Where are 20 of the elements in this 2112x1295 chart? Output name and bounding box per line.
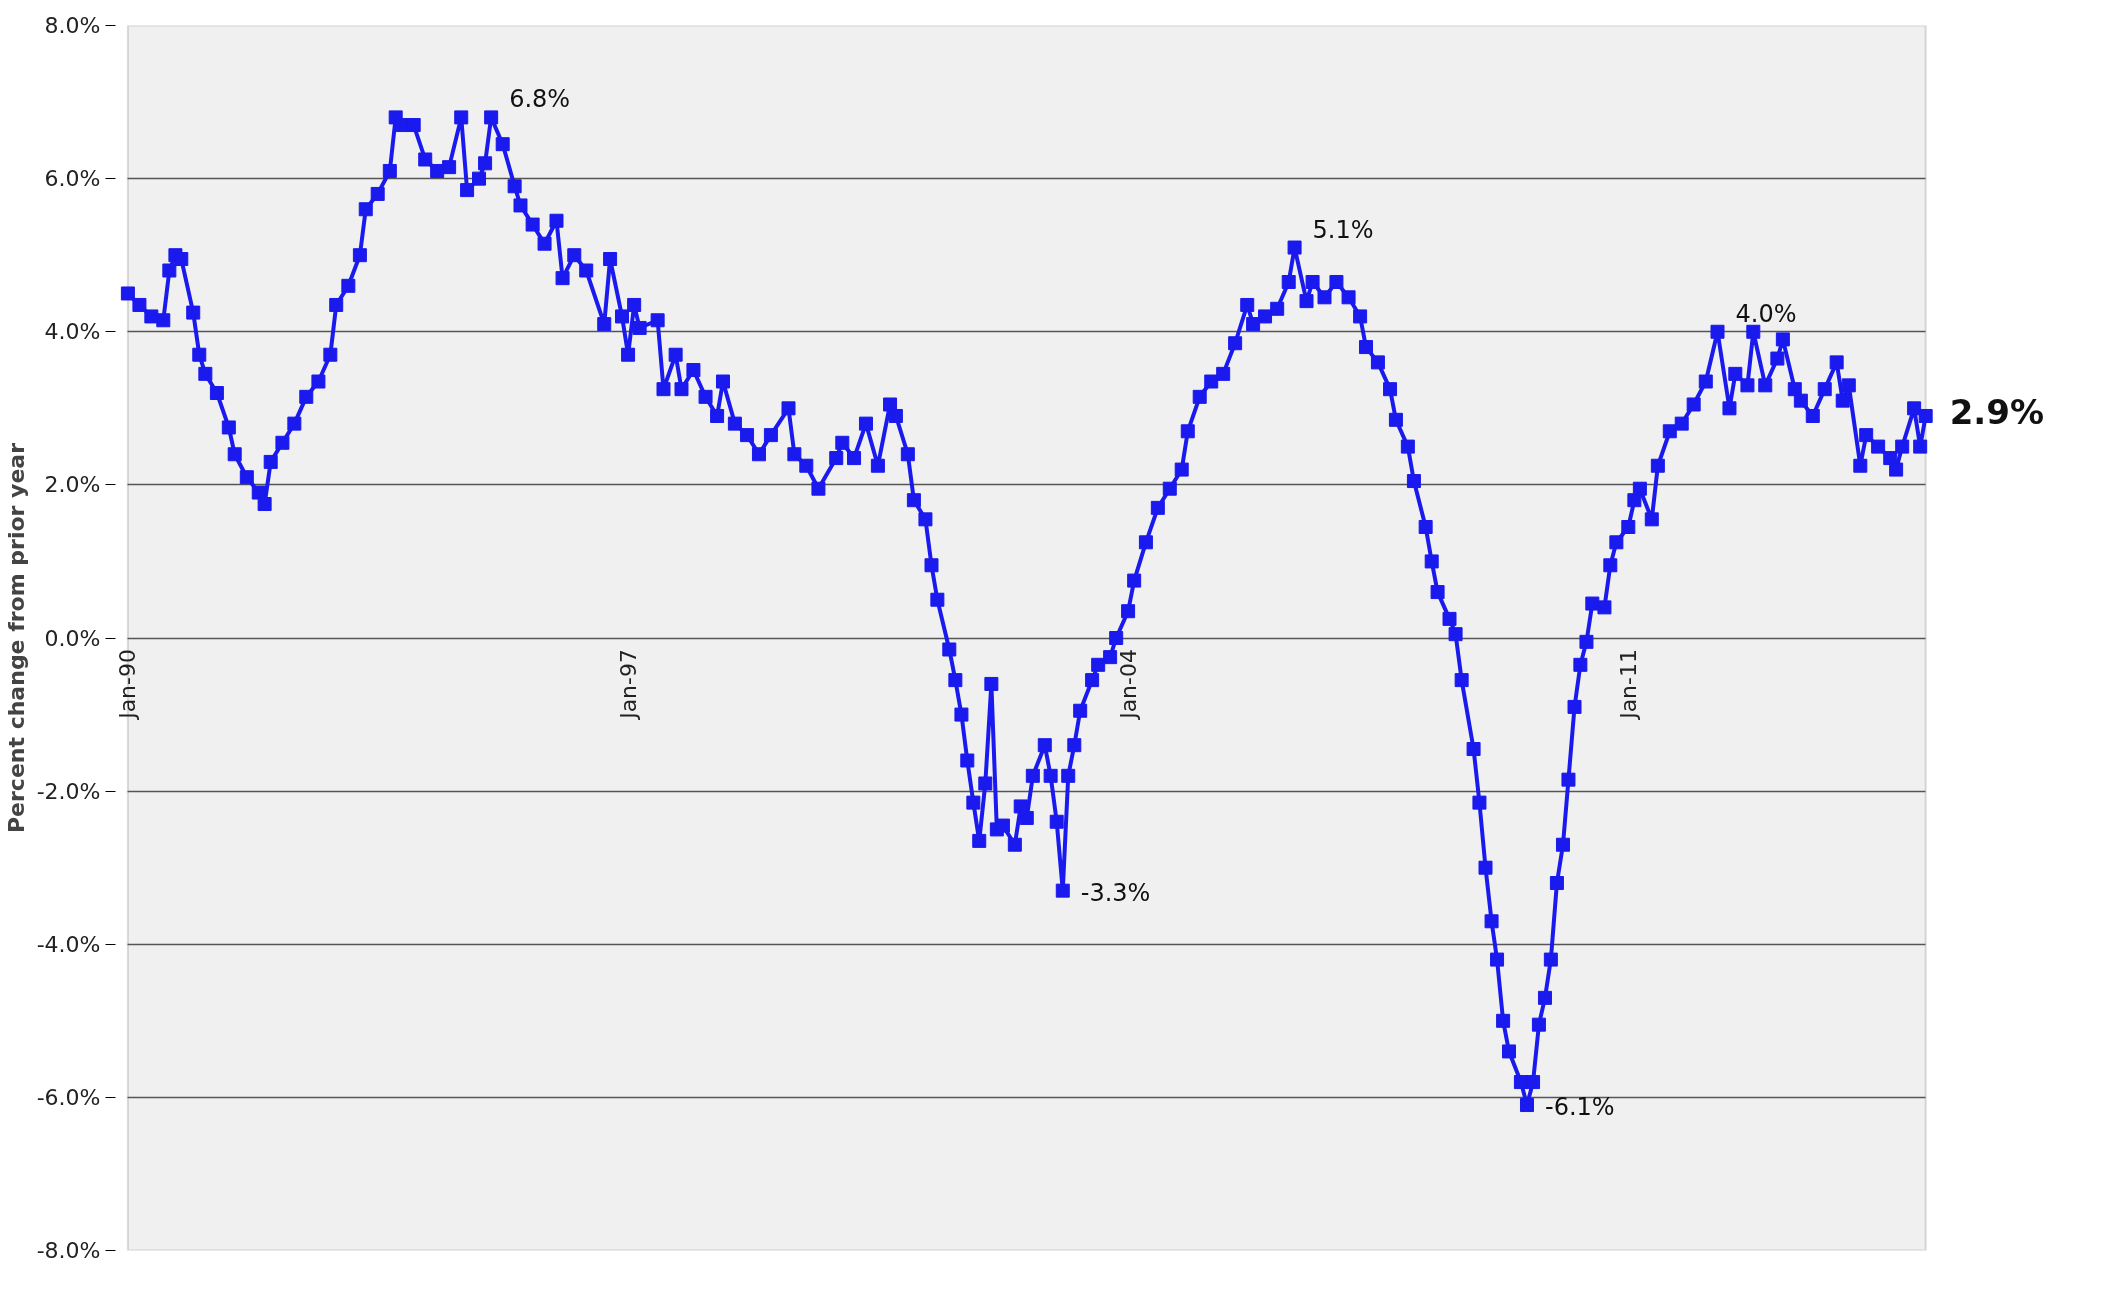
x-tick-label: Jan-90 (115, 648, 141, 721)
y-tick-label: 8.0% (44, 13, 101, 38)
y-tick-label: 6.0% (44, 166, 101, 192)
annotation: 2.9% (1949, 391, 2044, 432)
y-tick-label: 2.0% (44, 472, 101, 498)
annotation: 6.8% (509, 85, 571, 114)
y-tick-label: -6.0% (36, 1084, 101, 1110)
annotation: -3.3% (1080, 878, 1151, 907)
x-tick-label: Jan-97 (615, 648, 641, 721)
y-axis-title: Percent change from prior year (3, 442, 29, 834)
y-tick-label: -4.0% (36, 931, 101, 957)
y-tick-label: -8.0% (36, 1238, 101, 1263)
y-tick-label: 0.0% (44, 625, 101, 651)
x-tick-label: Jan-11 (1615, 648, 1641, 721)
annotation: -6.1% (1544, 1093, 1615, 1122)
y-tick-label: 4.0% (44, 319, 101, 345)
annotation: 4.0% (1735, 299, 1797, 328)
annotation: 5.1% (1312, 215, 1374, 244)
y-tick-label: -2.0% (36, 778, 101, 804)
x-tick-label: Jan-04 (1115, 648, 1141, 721)
